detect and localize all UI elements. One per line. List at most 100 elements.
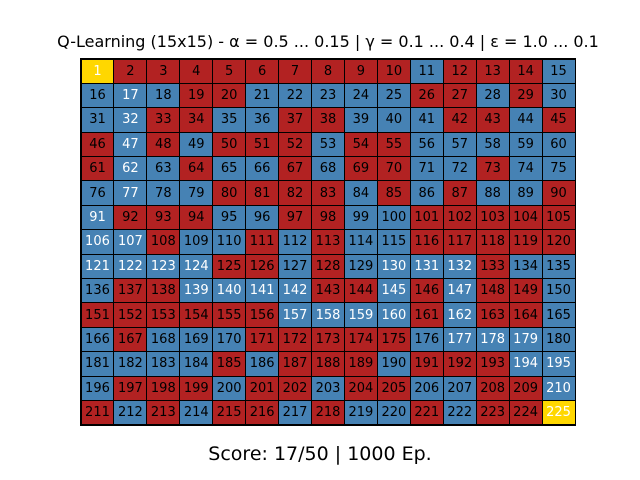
grid-cell-217: 217 [278,400,313,426]
grid-cell-39: 39 [343,107,378,133]
grid-cell-140: 140 [212,278,247,304]
grid-cell-90: 90 [541,180,576,206]
grid-cell-168: 168 [146,326,181,353]
grid-cell-220: 220 [376,400,411,426]
grid-cell-191: 191 [409,351,444,377]
grid-cell-71: 71 [409,156,444,182]
grid-cell-188: 188 [311,351,345,377]
grid-cell-221: 221 [409,400,444,426]
grid-cell-34: 34 [179,107,214,133]
grid-cell-207: 207 [442,375,477,402]
grid-cell-91: 91 [80,204,115,231]
grid-cell-28: 28 [475,82,510,109]
grid-cell-204: 204 [343,375,378,402]
score-status: Score: 17/50 | 1000 Ep. [208,443,432,465]
grid-cell-177: 177 [442,326,477,353]
grid-cell-43: 43 [475,107,510,133]
grid-cell-63: 63 [146,156,181,182]
grid-cell-210: 210 [541,375,576,402]
grid-cell-194: 194 [508,351,543,377]
grid-cell-209: 209 [508,375,543,402]
grid-cell-147: 147 [442,278,477,304]
grid-cell-179: 179 [508,326,543,353]
grid-cell-52: 52 [278,131,313,158]
grid-cell-65: 65 [212,156,247,182]
grid-cell-199: 199 [179,375,214,402]
grid-cell-66: 66 [245,156,280,182]
grid-cell-120: 120 [541,229,576,255]
grid-cell-12: 12 [442,58,477,84]
grid-cell-77: 77 [113,180,148,206]
grid-cell-64: 64 [179,156,214,182]
grid-cell-57: 57 [442,131,477,158]
grid-cell-223: 223 [475,400,510,426]
grid-cell-82: 82 [278,180,313,206]
grid-cell-154: 154 [179,302,214,328]
grid-cell-22: 22 [278,82,313,109]
grid-cell-156: 156 [245,302,280,328]
grid-cell-31: 31 [80,107,115,133]
grid-cell-29: 29 [508,82,543,109]
grid-cell-159: 159 [343,302,378,328]
grid-cell-107: 107 [113,229,148,255]
grid-cell-184: 184 [179,351,214,377]
grid-cell-160: 160 [376,302,411,328]
grid-cell-205: 205 [376,375,411,402]
grid-cell-197: 197 [113,375,148,402]
grid-cell-7: 7 [278,58,313,84]
grid-cell-130: 130 [376,253,411,280]
grid-cell-182: 182 [113,351,148,377]
grid-cell-103: 103 [475,204,510,231]
grid-cell-68: 68 [311,156,345,182]
grid-cell-173: 173 [311,326,345,353]
grid-cell-27: 27 [442,82,477,109]
grid-cell-125: 125 [212,253,247,280]
grid-cell-211: 211 [80,400,115,426]
grid-cell-46: 46 [80,131,115,158]
grid-cell-15: 15 [541,58,576,84]
grid-cell-152: 152 [113,302,148,328]
grid-cell-26: 26 [409,82,444,109]
grid-cell-53: 53 [311,131,345,158]
grid-cell-180: 180 [541,326,576,353]
grid-cell-8: 8 [311,58,345,84]
grid-cell-25: 25 [376,82,411,109]
grid-cell-80: 80 [212,180,247,206]
grid-cell-99: 99 [343,204,378,231]
grid-cell-225: 225 [541,400,576,426]
grid-cell-155: 155 [212,302,247,328]
grid-cell-123: 123 [146,253,181,280]
grid-cell-58: 58 [475,131,510,158]
grid-cell-95: 95 [212,204,247,231]
grid-cell-151: 151 [80,302,115,328]
grid-cell-135: 135 [541,253,576,280]
grid-cell-213: 213 [146,400,181,426]
grid-cell-193: 193 [475,351,510,377]
grid-cell-127: 127 [278,253,313,280]
grid-cell-47: 47 [113,131,148,158]
grid-cell-185: 185 [212,351,247,377]
grid-cell-41: 41 [409,107,444,133]
grid-cell-176: 176 [409,326,444,353]
grid-cell-36: 36 [245,107,280,133]
grid-cell-187: 187 [278,351,313,377]
grid-cell-206: 206 [409,375,444,402]
grid-cell-81: 81 [245,180,280,206]
grid-cell-222: 222 [442,400,477,426]
grid-cell-202: 202 [278,375,313,402]
grid-cell-92: 92 [113,204,148,231]
grid-cell-118: 118 [475,229,510,255]
grid-cell-170: 170 [212,326,247,353]
grid-cell-117: 117 [442,229,477,255]
grid-cell-21: 21 [245,82,280,109]
grid-cell-9: 9 [343,58,378,84]
grid-cell-144: 144 [343,278,378,304]
grid-cell-133: 133 [475,253,510,280]
grid-cell-138: 138 [146,278,181,304]
grid-cell-4: 4 [179,58,214,84]
grid-cell-142: 142 [278,278,313,304]
grid-cell-24: 24 [343,82,378,109]
grid-cell-165: 165 [541,302,576,328]
grid-cell-134: 134 [508,253,543,280]
grid-cell-200: 200 [212,375,247,402]
